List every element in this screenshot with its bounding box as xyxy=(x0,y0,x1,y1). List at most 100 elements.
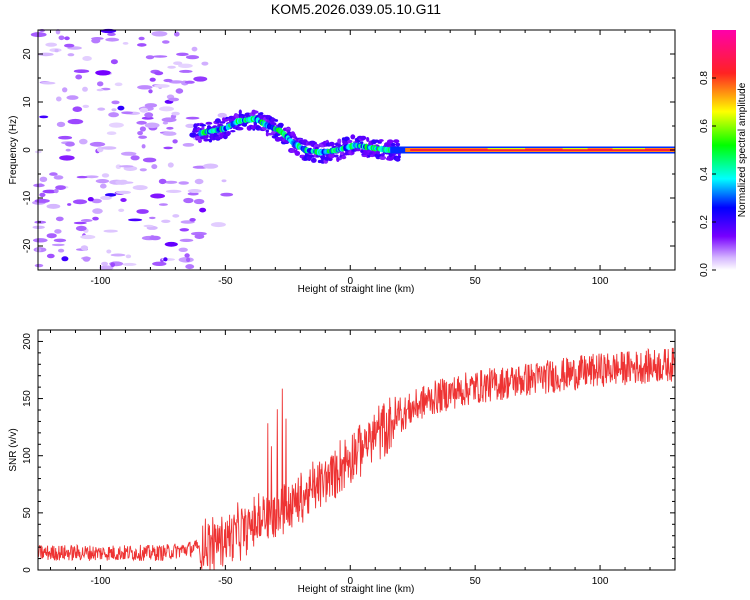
x-tick-label: 0 xyxy=(347,576,353,587)
noise-blob xyxy=(132,185,148,191)
noise-blob xyxy=(125,254,132,259)
x-tick-label: 50 xyxy=(470,276,482,287)
noise-blob xyxy=(117,105,125,111)
colorbar-tick-label: 0.0 xyxy=(699,263,710,277)
noise-blob xyxy=(174,31,180,37)
snr-x-label: Height of straight line (km) xyxy=(298,584,415,595)
noise-blob xyxy=(80,234,96,240)
snr-y-ticks: 0 50 100 150 200 xyxy=(22,333,675,573)
noise-blob xyxy=(143,224,154,228)
noise-blob xyxy=(82,104,90,108)
noise-blob xyxy=(46,253,55,259)
noise-blob xyxy=(95,70,111,76)
ridge-halo xyxy=(278,124,283,129)
colorbar: 0.0 0.2 0.4 0.6 0.8 Normalized spectral ampl… xyxy=(699,30,748,277)
noise-blob xyxy=(100,183,107,189)
noise-blob xyxy=(108,112,119,118)
noise-blob xyxy=(220,192,234,197)
ridge-halo xyxy=(234,113,240,119)
snr-frame xyxy=(37,329,676,571)
noise-blob xyxy=(179,69,193,73)
noise-blob xyxy=(56,96,62,102)
y-tick-label: -10 xyxy=(22,190,33,205)
noise-blob xyxy=(148,89,153,94)
noise-blob xyxy=(122,262,137,266)
y-tick-label: 50 xyxy=(22,507,33,519)
noise-blob xyxy=(84,175,99,179)
noise-blob xyxy=(33,238,48,243)
figure-title: KOM5.2026.039.05.10.G11 xyxy=(271,1,441,17)
noise-blob xyxy=(162,121,169,125)
noise-blob xyxy=(76,175,88,179)
noise-blob xyxy=(95,179,110,184)
ridge-halo xyxy=(379,155,387,160)
x-tick-label: 0 xyxy=(347,276,353,287)
noise-blob xyxy=(166,126,174,130)
noise-blob xyxy=(165,189,182,193)
ridge-halo xyxy=(219,121,226,124)
ridge-halo xyxy=(294,150,301,156)
ridge-halo xyxy=(259,112,264,116)
noise-blob xyxy=(193,198,205,205)
noise-blob xyxy=(122,42,129,45)
y-tick-label: 200 xyxy=(22,333,33,350)
colorbar-tick-label: 0.6 xyxy=(699,119,710,133)
noise-blob xyxy=(172,214,180,218)
noise-blob xyxy=(149,235,161,241)
x-tick-label: -50 xyxy=(218,276,233,287)
ridge-halo xyxy=(393,139,400,144)
noise-blob xyxy=(203,163,219,169)
noise-blob xyxy=(164,241,178,247)
noise-blob xyxy=(139,107,149,113)
noise-blob xyxy=(194,234,205,239)
noise-blob xyxy=(130,155,140,161)
noise-blob xyxy=(179,238,194,242)
ridge-halo xyxy=(310,157,317,163)
noise-blob xyxy=(161,117,177,123)
noise-blob xyxy=(173,61,183,65)
ridge-halo xyxy=(237,127,244,131)
noise-blob xyxy=(101,146,117,150)
noise-blob xyxy=(185,264,195,270)
noise-blob xyxy=(111,108,117,112)
noise-blob xyxy=(194,178,204,185)
noise-blob xyxy=(185,55,200,60)
noise-blob xyxy=(104,193,117,197)
x-tick-label: 100 xyxy=(592,276,609,287)
noise-blob xyxy=(49,172,58,176)
snr-x-ticks: -100 -50 0 50 100 xyxy=(49,330,676,587)
noise-blob xyxy=(172,139,178,144)
noise-blob xyxy=(39,115,49,119)
noise-blob xyxy=(73,221,87,225)
noise-blob xyxy=(34,263,44,268)
noise-blob xyxy=(151,31,168,37)
ridge-halo xyxy=(270,122,277,126)
ridge-halo xyxy=(328,152,336,159)
noise-blob xyxy=(120,151,137,156)
noise-blob xyxy=(46,233,57,239)
noise-blob xyxy=(106,131,117,135)
noise-blob xyxy=(168,97,180,102)
noise-blob xyxy=(58,135,73,140)
noise-blob xyxy=(178,247,188,252)
noise-blob xyxy=(119,165,134,168)
noise-blob xyxy=(179,228,190,232)
y-tick-label: 100 xyxy=(22,447,33,464)
noise-blob xyxy=(144,122,160,129)
noise-blob xyxy=(210,222,226,228)
noise-blob xyxy=(75,74,83,80)
ridge-halo xyxy=(347,139,353,144)
noise-blob xyxy=(187,192,199,196)
colorbar-tick-label: 0.8 xyxy=(699,71,710,85)
noise-blob xyxy=(167,65,176,69)
noise-blob xyxy=(184,253,190,258)
ridge-halo xyxy=(337,138,342,144)
colorbar-gradient xyxy=(712,30,736,270)
noise-blob xyxy=(183,197,194,204)
noise-blob xyxy=(187,189,202,193)
x-tick-label: -50 xyxy=(218,576,233,587)
noise-blob xyxy=(136,120,147,125)
noise-blob xyxy=(75,225,87,232)
noise-blob xyxy=(80,245,89,251)
noise-blob xyxy=(97,81,104,87)
